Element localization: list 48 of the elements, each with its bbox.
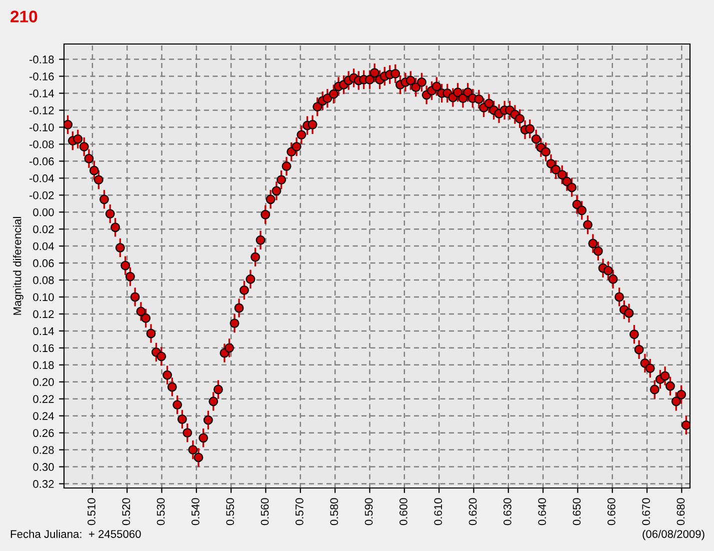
y-tick-label: 0.00 (33, 208, 54, 216)
y-tick-label: 0.06 (33, 259, 54, 268)
y-tick-label: -0.02 (29, 191, 54, 200)
y-tick-label: 0.10 (33, 293, 54, 302)
x-tick-label: 0.550 (226, 498, 234, 526)
text: Fecha Juliana: + 2455060 (10, 530, 141, 538)
y-tick-label: 0.18 (33, 361, 54, 370)
chart-title: 210 (10, 10, 38, 22)
text: (06/08/2009) (642, 530, 704, 540)
x-tick-label: 0.540 (192, 498, 200, 526)
y-tick-label: 0.08 (33, 276, 54, 284)
y-tick-label: 0.30 (33, 463, 54, 471)
y-tick-label: 0.20 (33, 378, 54, 386)
x-tick-label: 0.570 (296, 498, 304, 526)
x-tick-label: 0.640 (538, 498, 546, 526)
y-tick-label: -0.08 (29, 140, 54, 148)
y-tick-label: -0.16 (29, 72, 54, 80)
x-tick-label: 0.680 (676, 498, 685, 526)
y-axis-title: Magnitud diferencial (13, 217, 24, 315)
y-tick-label: 0.28 (33, 446, 54, 454)
x-tick-label: 0.650 (572, 498, 581, 526)
y-tick-label: 0.24 (33, 412, 54, 420)
x-tick-label: 0.520 (122, 498, 130, 526)
y-tick-label: 0.12 (33, 310, 54, 318)
y-tick-label: 0.32 (33, 480, 54, 488)
x-tick-label: 0.530 (156, 498, 165, 526)
y-tick-label: 0.04 (33, 242, 54, 250)
y-tick-label: 0.16 (33, 344, 54, 352)
y-tick-label: -0.14 (29, 90, 54, 98)
y-tick-label: 0.14 (33, 327, 54, 336)
x-tick-label: 0.600 (400, 498, 408, 526)
x-tick-label: 0.670 (642, 498, 650, 526)
y-tick-label: 0.22 (33, 395, 54, 403)
y-tick-label: 0.26 (33, 429, 54, 437)
y-tick-label: -0.04 (29, 174, 54, 182)
y-tick-label: -0.06 (29, 157, 54, 166)
x-tick-label: 0.580 (330, 498, 338, 526)
x-tick-label: 0.630 (503, 498, 512, 526)
y-tick-label: -0.12 (29, 106, 54, 114)
x-tick-label: 0.610 (434, 498, 442, 526)
x-tick-label: 0.660 (607, 498, 616, 526)
x-tick-label: 0.510 (88, 498, 96, 526)
y-tick-label: 0.02 (33, 225, 54, 234)
x-tick-label: 0.620 (468, 498, 477, 526)
x-tick-label: 0.560 (260, 498, 269, 526)
x-tick-label: 0.590 (364, 498, 373, 526)
y-tick-label: -0.10 (29, 123, 54, 132)
y-tick-label: -0.18 (29, 56, 54, 64)
